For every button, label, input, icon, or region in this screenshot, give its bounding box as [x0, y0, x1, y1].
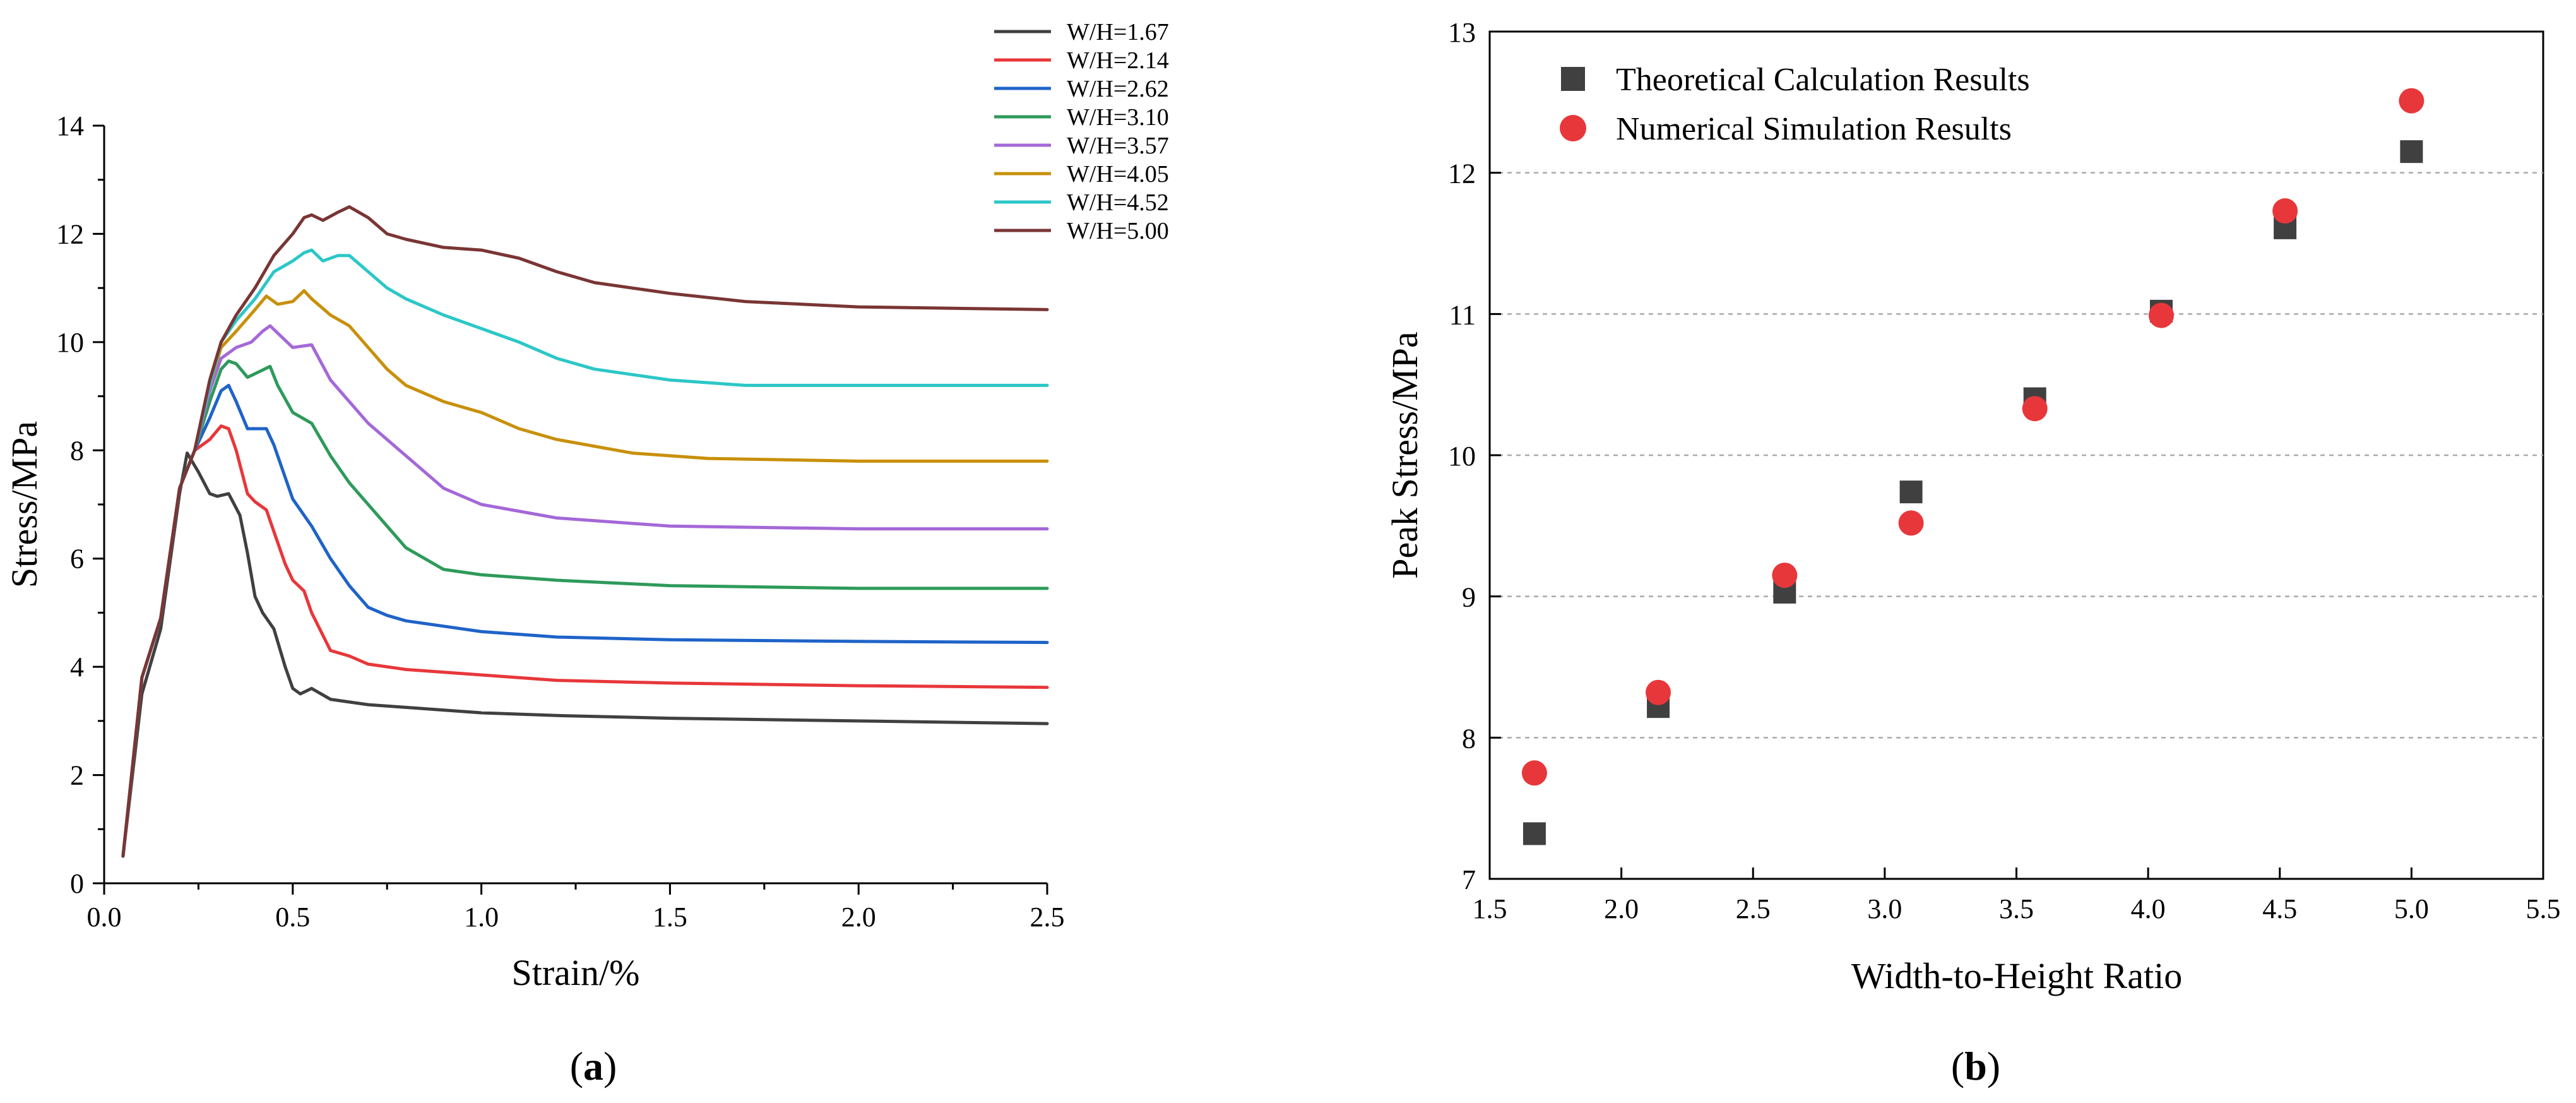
chart-a-y-tick-label: 14: [56, 110, 84, 141]
chart-b-x-tick-label: 3.5: [1999, 893, 2034, 924]
chart-a-y-tick-label: 0: [70, 868, 84, 899]
chart-a-x-tick-label: 1.5: [653, 902, 687, 933]
chart-a-panel-label: (a): [570, 1044, 617, 1088]
legend-label: W/H=4.52: [1067, 189, 1169, 216]
chart-b-x-tick-label: 1.5: [1473, 893, 1507, 924]
legend-label: Theoretical Calculation Results: [1616, 62, 2030, 98]
chart-b-y-tick-label: 13: [1448, 17, 1476, 48]
legend-label: W/H=3.10: [1067, 104, 1169, 131]
series-line-w-h-1-67: [121, 451, 1049, 858]
legend-label: W/H=2.14: [1067, 47, 1169, 74]
chart-b-x-tick-label: 5.0: [2394, 893, 2429, 924]
legend-label: Numerical Simulation Results: [1616, 111, 2012, 147]
simulation-point: [1646, 679, 1671, 705]
legend-square-marker: [1561, 67, 1585, 91]
chart-a-x-tick-label: 2.5: [1030, 902, 1065, 933]
chart-b-y-tick-label: 12: [1448, 158, 1476, 189]
chart-a-y-tick-label: 2: [70, 760, 84, 791]
theoretical-point: [2400, 140, 2423, 164]
chart-a-y-tick-label: 10: [56, 327, 84, 358]
chart-b-x-tick-label: 2.5: [1736, 893, 1771, 924]
simulation-point: [2272, 198, 2298, 224]
chart-b-x-tick-label: 4.5: [2262, 893, 2297, 924]
chart-b-panel-letter: b: [1964, 1044, 1987, 1088]
chart-b-x-tick-label: 5.5: [2526, 893, 2561, 924]
chart-b-y-tick-label: 7: [1462, 864, 1476, 895]
chart-b-y-axis-title: Peak Stress/MPa: [1384, 331, 1425, 579]
chart-a-x-tick-label: 0.0: [87, 902, 122, 933]
chart-a-panel-letter: a: [583, 1044, 603, 1088]
legend-label: W/H=1.67: [1067, 19, 1169, 45]
chart-a-x-tick-label: 0.5: [275, 902, 310, 933]
theoretical-point: [1899, 480, 1923, 504]
legend-circle-marker: [1560, 115, 1586, 141]
simulation-point: [2148, 302, 2174, 328]
chart-a-y-tick-label: 8: [70, 435, 84, 466]
chart-a-x-tick-label: 2.0: [841, 902, 876, 933]
chart-b: 1.5 2.0 2.5 3.0 3.5 4.0 4.5 5.0 5.5 78910111213 …: [1384, 17, 2561, 1088]
theoretical-point: [1522, 822, 1546, 845]
legend-label: W/H=3.57: [1067, 133, 1169, 159]
series-line-w-h-3-57: [121, 324, 1049, 858]
chart-b-x-tick-label: 3.0: [1867, 893, 1902, 924]
chart-a-y-tick-label: 12: [56, 218, 84, 249]
legend-label: W/H=5.00: [1067, 218, 1169, 244]
series-line-w-h-5-00: [121, 205, 1049, 858]
chart-b-x-tick-label: 2.0: [1604, 893, 1639, 924]
series-line-w-h-4-05: [121, 289, 1049, 858]
chart-a-y-axis-title: Stress/MPa: [4, 421, 45, 588]
chart-a-x-axis-title: Strain/%: [512, 952, 640, 993]
chart-b-x-axis-title: Width-to-Height Ratio: [1851, 955, 2182, 996]
series-line-w-h-4-52: [121, 248, 1049, 858]
chart-b-y-tick-label: 9: [1462, 582, 1476, 613]
simulation-point: [2399, 88, 2425, 114]
simulation-point: [1521, 760, 1547, 786]
chart-a-y-tick-label: 6: [70, 544, 84, 575]
legend-label: W/H=2.62: [1067, 76, 1169, 102]
chart-b-y-tick-label: 8: [1462, 723, 1476, 754]
chart-a-x-tick-label: 1.0: [464, 902, 499, 933]
chart-b-y-tick-label: 10: [1448, 441, 1476, 472]
chart-b-y-tick-label: 11: [1449, 299, 1476, 330]
chart-b-x-tick-label: 4.0: [2131, 893, 2166, 924]
series-line-w-h-2-62: [121, 383, 1049, 858]
chart-a-y-tick-label: 4: [70, 652, 84, 683]
chart-b-panel-label: (b): [1951, 1044, 2000, 1088]
legend-label: W/H=4.05: [1067, 161, 1169, 188]
simulation-point: [1772, 563, 1798, 588]
simulation-point: [1898, 510, 1924, 536]
simulation-point: [2022, 396, 2048, 422]
